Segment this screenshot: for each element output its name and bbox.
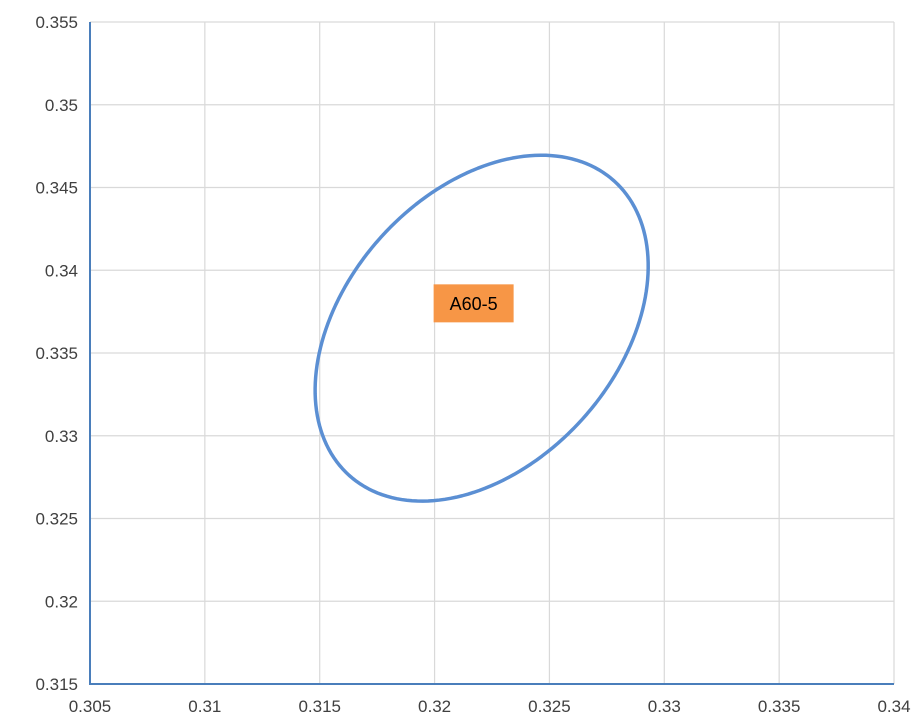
y-tick-label: 0.325: [35, 510, 78, 529]
y-tick-label: 0.32: [45, 592, 78, 611]
x-tick-label: 0.315: [298, 697, 341, 716]
x-tick-label: 0.31: [188, 697, 221, 716]
x-tick-label: 0.33: [648, 697, 681, 716]
annotation-box: [433, 284, 514, 323]
gridlines: [90, 21, 895, 684]
y-tick-label: 0.33: [45, 427, 78, 446]
y-tick-label: 0.34: [45, 261, 78, 280]
x-tick-label: 0.305: [69, 697, 112, 716]
ellipse-series-line: [313, 153, 650, 503]
x-tick-label: 0.325: [528, 697, 571, 716]
y-tick-label: 0.335: [35, 344, 78, 363]
annotations: A60-5: [433, 284, 514, 323]
axes: [89, 22, 894, 685]
y-tick-label: 0.35: [45, 96, 78, 115]
y-tick-label: 0.345: [35, 179, 78, 198]
y-tick-label: 0.355: [35, 13, 78, 32]
x-tick-labels: 0.305 0.31 0.315 0.32 0.325 0.33 0.335 0.34: [69, 697, 911, 716]
x-tick-label: 0.32: [418, 697, 451, 716]
data-series: [313, 153, 650, 503]
y-tick-labels: 0.315 0.32 0.325 0.33 0.335 0.34 0.345 0.35 0.35…: [35, 13, 78, 694]
annotation-label: A60-5: [450, 294, 498, 314]
x-tick-label: 0.34: [877, 697, 910, 716]
x-tick-label: 0.335: [758, 697, 801, 716]
y-tick-label: 0.315: [35, 675, 78, 694]
